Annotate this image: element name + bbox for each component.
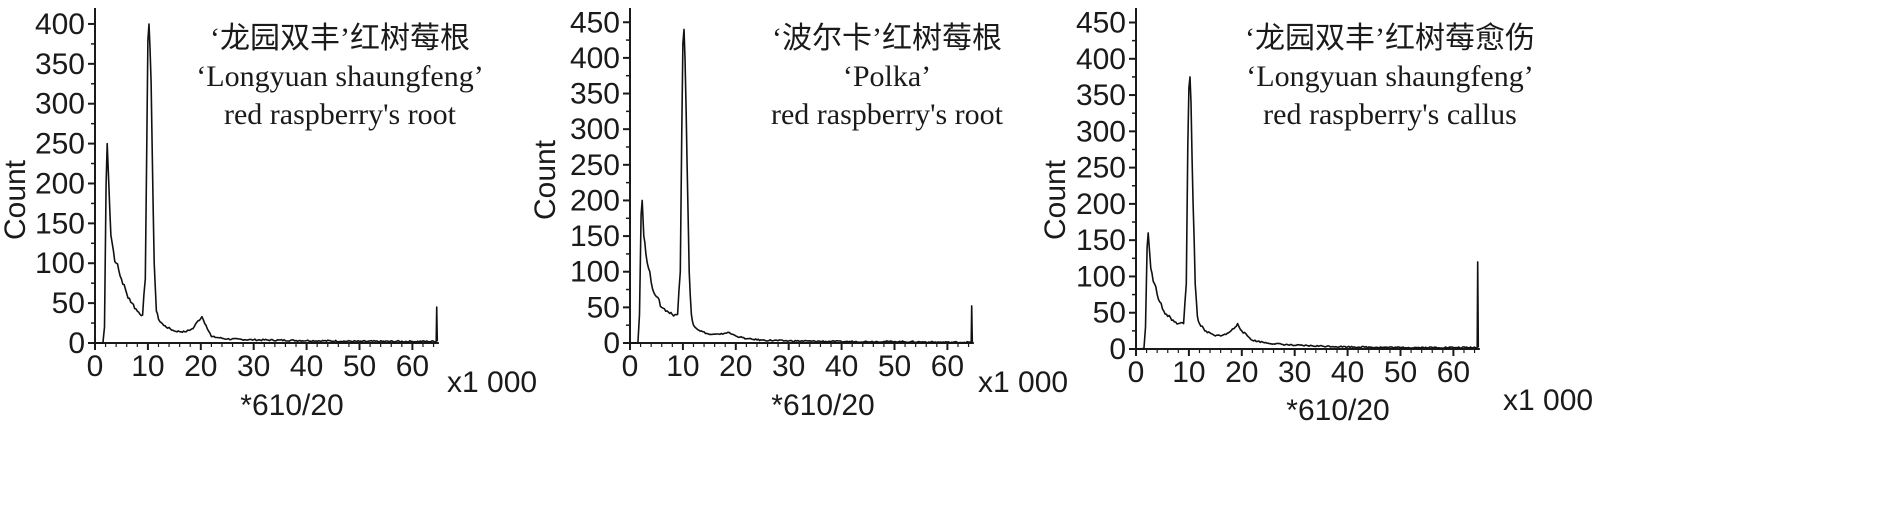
x-tick-label-1: 20 [184, 350, 217, 383]
x-tick-label-1: 0 [87, 350, 104, 383]
x-tick-label-3: 20 [1225, 356, 1258, 389]
histogram-panel-1: 0 50 100 150 200 250 300 350 400 0 10 20 30 40 50 60 Cou… [0, 0, 630, 517]
x-tick-label-1: 60 [396, 350, 429, 383]
histogram-series-line-2 [630, 28, 974, 344]
y-tick-label-2: 100 [570, 256, 620, 289]
x-tick-label-2: 30 [772, 350, 805, 383]
x-tick-label-2: 10 [666, 350, 699, 383]
chart-annotation-line-2-3: red raspberry's root [771, 98, 1004, 131]
x-tick-label-2: 60 [931, 350, 964, 383]
x-tick-label-3: 0 [1128, 356, 1145, 389]
y-tick-label-3: 450 [1076, 7, 1126, 40]
y-tick-label-3: 250 [1076, 152, 1126, 185]
y-tick-label-3: 200 [1076, 188, 1126, 221]
y-axis-title-3: Count [1039, 159, 1072, 240]
y-tick-label-1: 300 [35, 88, 85, 121]
x-tick-label-1: 30 [237, 350, 270, 383]
y-tick-label-1: 200 [35, 167, 85, 200]
y-tick-label-3: 350 [1076, 79, 1126, 112]
chart-annotation-line-3-3: red raspberry's callus [1263, 98, 1517, 131]
x-axis-unit-label-2: x1 000 [978, 366, 1068, 399]
y-tick-label-3: 400 [1076, 43, 1126, 76]
y-tick-label-2: 200 [570, 184, 620, 217]
x-axis-title-2: *610/20 [771, 389, 874, 422]
x-tick-label-2: 50 [878, 350, 911, 383]
y-tick-label-2: 350 [570, 78, 620, 111]
y-tick-label-1: 250 [35, 128, 85, 161]
chart-annotation-line-1-1: ‘龙园双丰’红树莓根 [210, 22, 470, 55]
y-tick-label-3: 0 [1109, 333, 1126, 366]
chart-annotation-line-1-2: ‘Longyuan shaungfeng’ [196, 60, 483, 93]
histogram-panel-2: 0 50 100 150 200 250 300 350 400 450 0 10 20 30 40 50 60… [529, 0, 1160, 517]
x-tick-label-3: 10 [1172, 356, 1205, 389]
y-tick-label-1: 350 [35, 48, 85, 81]
x-tick-label-3: 60 [1437, 356, 1470, 389]
chart-annotation-line-2-1: ‘波尔卡’红树莓根 [772, 22, 1002, 55]
x-tick-label-1: 10 [131, 350, 164, 383]
histogram-series-line-3 [1136, 76, 1480, 350]
y-tick-label-3: 150 [1076, 224, 1126, 257]
y-tick-label-2: 300 [570, 113, 620, 146]
y-tick-label-2: 400 [570, 42, 620, 75]
x-tick-label-3: 50 [1384, 356, 1417, 389]
y-tick-label-3: 300 [1076, 115, 1126, 148]
x-tick-label-3: 30 [1278, 356, 1311, 389]
x-tick-label-2: 0 [622, 350, 639, 383]
chart-annotation-line-1-3: red raspberry's root [224, 98, 457, 131]
y-tick-label-2: 0 [603, 327, 620, 360]
y-tick-label-2: 250 [570, 149, 620, 182]
x-tick-label-3: 40 [1331, 356, 1364, 389]
x-tick-label-1: 40 [290, 350, 323, 383]
y-tick-label-1: 50 [52, 287, 85, 320]
y-tick-label-2: 450 [570, 6, 620, 39]
x-tick-label-2: 20 [719, 350, 752, 383]
y-tick-label-2: 150 [570, 220, 620, 253]
y-tick-label-1: 100 [35, 247, 85, 280]
histogram-panel-3: 0 50 100 150 200 250 300 350 400 450 0 10 20 30 40 50 60… [1039, 0, 1890, 517]
x-axis-unit-label-3: x1 000 [1503, 384, 1593, 417]
chart-annotation-line-2-2: ‘Polka’ [843, 60, 931, 93]
y-tick-label-2: 50 [587, 291, 620, 324]
x-tick-label-2: 40 [825, 350, 858, 383]
chart-annotation-line-3-1: ‘龙园双丰’红树莓愈伤 [1245, 22, 1535, 55]
x-axis-unit-label-1: x1 000 [447, 366, 537, 399]
y-tick-label-1: 0 [68, 327, 85, 360]
chart-annotation-line-3-2: ‘Longyuan shaungfeng’ [1246, 60, 1533, 93]
histogram-series-line-1 [95, 23, 439, 344]
x-axis-title-1: *610/20 [240, 389, 343, 422]
x-tick-label-1: 50 [343, 350, 376, 383]
y-axis-title-2: Count [529, 139, 562, 220]
y-tick-label-1: 400 [35, 8, 85, 41]
y-tick-label-3: 100 [1076, 260, 1126, 293]
y-tick-label-1: 150 [35, 207, 85, 240]
y-tick-label-3: 50 [1093, 297, 1126, 330]
x-axis-title-3: *610/20 [1286, 394, 1389, 427]
y-axis-title-1: Count [0, 159, 32, 240]
